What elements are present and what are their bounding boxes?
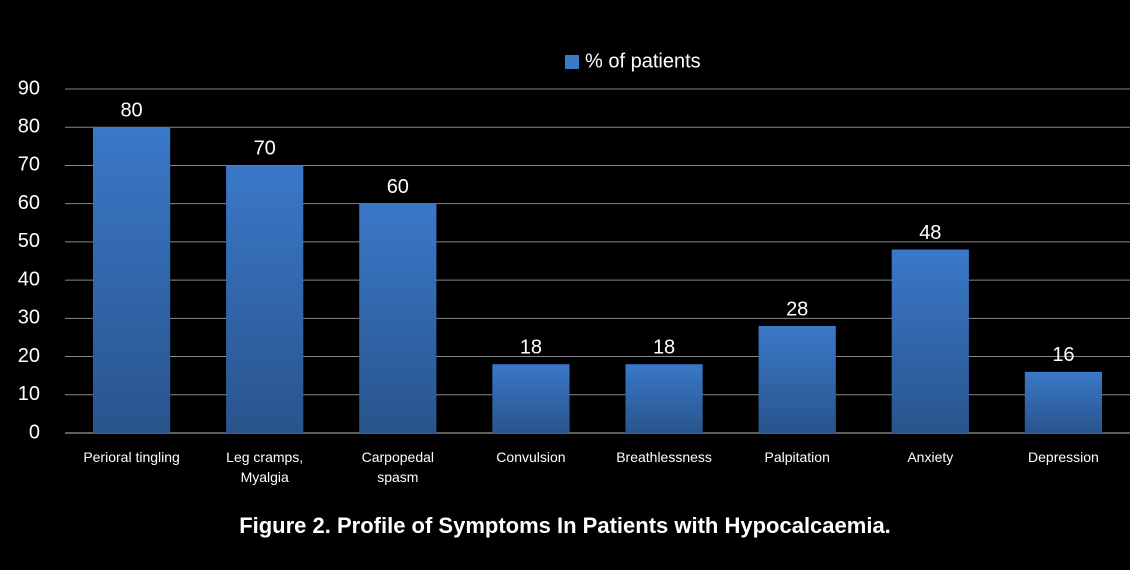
y-tick-label: 80	[18, 116, 40, 138]
bar-shade	[891, 249, 969, 433]
y-tick-label: 10	[18, 383, 40, 405]
x-tick-label: Breathlessness	[616, 449, 712, 465]
y-tick-label: 60	[18, 192, 40, 214]
legend-swatch	[565, 55, 579, 69]
bar-shade	[359, 203, 437, 433]
bar-shade	[92, 127, 171, 433]
bar-shade	[226, 165, 304, 433]
y-tick-label: 0	[29, 421, 40, 443]
x-tick-label: Perioral tingling	[83, 449, 180, 465]
data-label: 60	[387, 176, 409, 198]
y-tick-label: 40	[18, 268, 40, 290]
x-tick-label: Anxiety	[907, 449, 954, 465]
y-tick-label: 70	[18, 154, 40, 176]
chart-title: Figure 2. Profile of Symptoms In Patient…	[239, 513, 891, 538]
bar-shade	[1024, 371, 1103, 433]
data-label: 80	[120, 100, 142, 122]
data-label: 16	[1052, 344, 1074, 366]
x-tick-label: Convulsion	[496, 449, 566, 465]
legend-label: % of patients	[585, 50, 701, 72]
x-tick-label: Carpopedal spasm	[361, 449, 434, 485]
bar-shade	[492, 364, 570, 433]
y-tick-label: 20	[18, 345, 40, 367]
data-label: 70	[254, 138, 276, 160]
data-label: 48	[919, 222, 941, 244]
y-tick-label: 30	[18, 307, 40, 329]
x-tick-label: Palpitation	[764, 449, 830, 465]
data-label: 18	[653, 336, 675, 358]
x-tick-label: Depression	[1028, 449, 1099, 465]
x-tick-label: Leg cramps, Myalgia	[226, 449, 304, 485]
data-label: 28	[786, 298, 808, 320]
y-tick-label: 90	[18, 77, 40, 99]
y-tick-label: 50	[18, 230, 40, 252]
bar-shade	[625, 364, 703, 433]
data-label: 18	[520, 336, 542, 358]
bar-shade	[758, 325, 836, 433]
